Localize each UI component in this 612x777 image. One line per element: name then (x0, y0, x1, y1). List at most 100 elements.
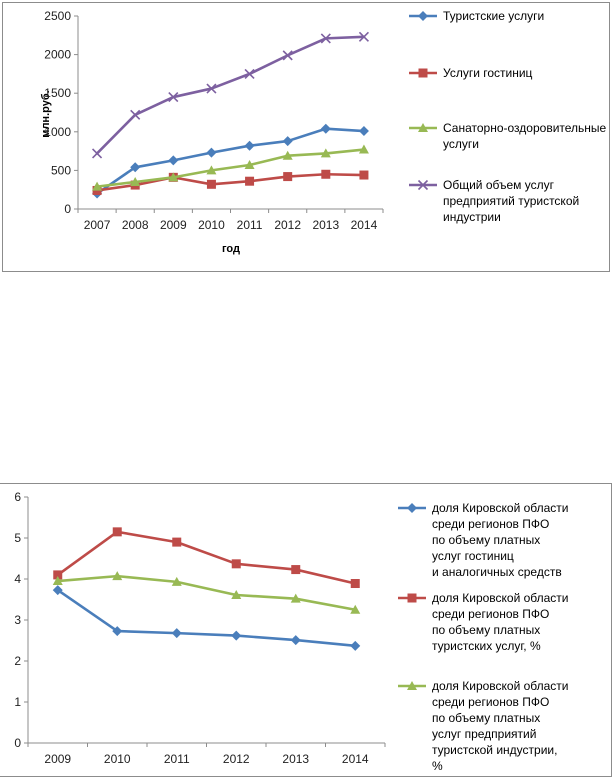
series-line-4 (95, 35, 366, 155)
y-tick-label: 1500 (44, 86, 71, 100)
data-point-series-4 (168, 91, 179, 103)
x-tick-label: 2009 (160, 218, 187, 232)
x-tick-label: 2014 (342, 752, 369, 766)
data-point-series-3 (350, 604, 361, 614)
series-line-2 (95, 172, 366, 192)
y-tick-label: 6 (14, 490, 21, 504)
data-point-series-2 (350, 579, 360, 589)
y-tick-label: 2 (14, 654, 21, 668)
data-point-series-3 (171, 576, 182, 586)
legend-label-3: Санаторно-оздоровительные услуги (443, 121, 607, 151)
y-tick-label: 3 (14, 613, 21, 627)
data-point-series-4 (282, 50, 293, 61)
data-point-series-1 (168, 155, 179, 166)
data-point-series-2 (321, 169, 331, 179)
legend-marker (417, 179, 429, 191)
y-tick-label: 1000 (44, 125, 71, 139)
data-point-series-1 (358, 126, 369, 137)
chart-kirov-share: 0 1 2 3 4 5 6 2009 2010 2011 2012 2013 2014 доля Кир… (14, 490, 569, 773)
x-tick-label: 2013 (312, 218, 339, 232)
data-point-series-3 (290, 593, 301, 603)
x-tick-label: 2009 (44, 752, 71, 766)
y-tick-label: 2500 (44, 9, 71, 23)
series-line-2 (56, 530, 357, 585)
series-line-3 (56, 574, 357, 612)
legend-marker (407, 681, 417, 690)
data-point-series-3 (92, 181, 103, 191)
data-point-series-4 (244, 68, 255, 79)
data-point-series-2 (112, 527, 122, 537)
legend-marker (418, 11, 428, 21)
x-tick-label: 2007 (84, 218, 111, 232)
data-point-series-2 (231, 559, 241, 569)
y-tick-label: 5 (14, 531, 21, 545)
data-point-series-1 (130, 162, 141, 173)
x-tick-label: 2011 (164, 752, 190, 766)
data-point-series-3 (320, 148, 331, 158)
data-point-series-4 (130, 109, 141, 120)
y-tick-label: 4 (14, 572, 21, 586)
data-point-series-2 (53, 570, 63, 580)
data-point-series-2 (291, 565, 301, 575)
data-point-series-2 (359, 170, 369, 180)
data-point-series-1 (282, 136, 293, 147)
data-point-series-4 (320, 33, 331, 44)
legend-label-2: доля Кировской области среди регионов ПФО… (432, 591, 569, 653)
legend-marker (407, 593, 417, 603)
series-line-1 (56, 588, 357, 648)
data-point-series-3 (244, 159, 255, 169)
data-point-series-3 (206, 165, 217, 175)
chart-tourism-volume: млн.руб. год 0 500 1000 1500 2000 2500 2007 200… (40, 9, 607, 255)
data-point-series-2 (245, 176, 255, 186)
data-point-series-2 (283, 172, 293, 182)
data-point-series-3 (168, 172, 179, 182)
data-point-series-3 (130, 176, 141, 186)
chart-panel-kirov-share: 0 1 2 3 4 5 6 2009 2010 2011 2012 2013 2014 доля Кир… (0, 483, 612, 777)
x-tick-label: 2010 (198, 218, 225, 232)
data-point-series-3 (112, 571, 123, 581)
y-tick-label: 500 (51, 163, 71, 177)
legend-label-2: Услуги гостиниц (443, 66, 533, 80)
y-tick-label: 0 (64, 202, 71, 216)
data-point-series-2 (206, 179, 216, 189)
y-tick-label: 2000 (44, 48, 71, 62)
x-tick-label: 2011 (237, 218, 263, 232)
data-point-series-1 (290, 635, 301, 646)
legend-label-4: Общий объем услуг предприятий туристской и… (443, 178, 579, 224)
data-point-series-2 (172, 537, 182, 547)
data-point-series-4 (358, 31, 370, 42)
legend-label-3: доля Кировской области среди регионов ПФО… (432, 679, 569, 773)
legend-marker (418, 123, 428, 132)
data-point-series-1 (206, 147, 217, 158)
series-line-3 (95, 148, 366, 188)
x-tick-label: 2012 (223, 752, 250, 766)
y-axis-title: млн.руб. (40, 90, 52, 137)
y-tick-label: 1 (14, 695, 21, 709)
x-tick-label: 2014 (351, 218, 378, 232)
data-point-series-3 (231, 589, 242, 599)
data-point-series-1 (231, 630, 242, 641)
data-point-series-1 (171, 628, 182, 639)
data-point-series-3 (282, 150, 293, 160)
x-axis-title: год (222, 243, 240, 255)
legend-marker (407, 503, 417, 513)
data-point-series-1 (244, 140, 255, 151)
data-point-series-4 (91, 148, 103, 159)
chart-panel-tourism-volume: млн.руб. год 0 500 1000 1500 2000 2500 2007 200… (2, 2, 610, 272)
x-tick-label: 2012 (274, 218, 301, 232)
x-tick-label: 2013 (282, 752, 309, 766)
legend-label-1: Туристские услуги (443, 9, 544, 23)
data-point-series-1 (320, 123, 331, 134)
data-point-series-3 (52, 576, 63, 586)
data-point-series-4 (206, 83, 217, 94)
data-point-series-1 (52, 585, 63, 596)
data-point-series-3 (358, 144, 369, 154)
y-tick-label: 0 (14, 736, 21, 750)
x-tick-label: 2010 (104, 752, 131, 766)
data-point-series-1 (350, 640, 361, 651)
legend-label-1: доля Кировской области среди регионов ПФО… (432, 501, 569, 579)
legend-marker (418, 68, 428, 78)
series-line-1 (95, 127, 366, 195)
data-point-series-1 (112, 626, 123, 637)
x-tick-label: 2008 (122, 218, 149, 232)
